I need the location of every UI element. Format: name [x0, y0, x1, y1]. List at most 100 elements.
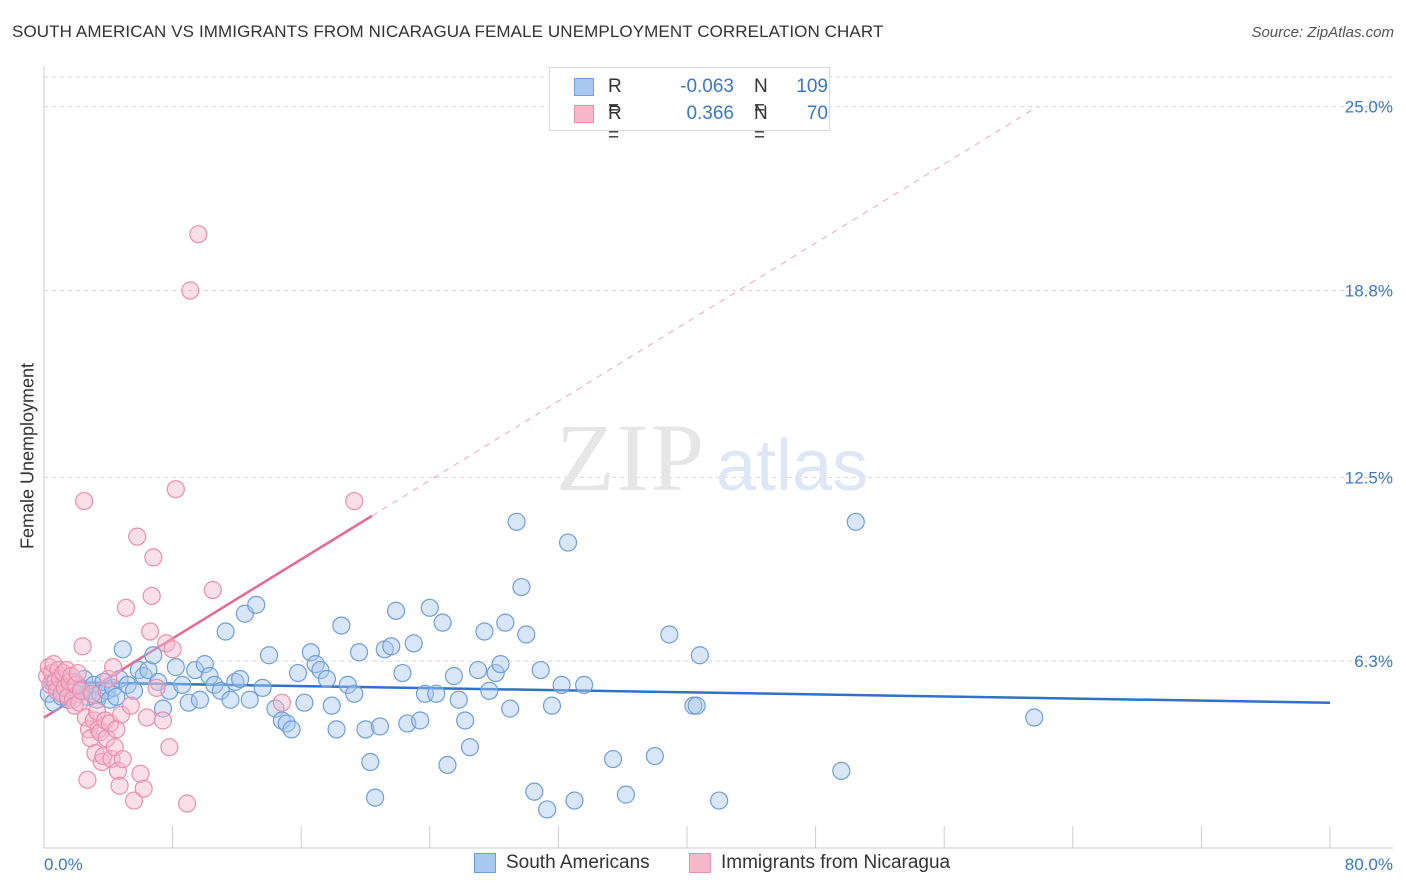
south-american-point: [645, 746, 664, 766]
nicaragua-point: [116, 598, 136, 617]
nicaragua-point: [128, 527, 147, 546]
legend-label: Immigrants from Nicaragua: [721, 852, 951, 873]
south-american-trend-line: [43, 680, 1331, 704]
south-american-point: [317, 669, 337, 689]
nicaragua-point: [134, 779, 153, 798]
south-american-point: [690, 646, 709, 665]
south-american-point: [338, 675, 357, 695]
south-american-point: [190, 690, 210, 709]
nicaragua-point: [73, 637, 92, 656]
south-american-point: [404, 634, 423, 653]
south-american-point: [253, 678, 272, 697]
chart-source: Source: ZipAtlas.com: [1251, 24, 1394, 41]
nicaragua-point: [181, 281, 200, 300]
legend-swatch-blue: [574, 78, 594, 96]
n-value: 70: [806, 103, 828, 124]
south-american-point: [603, 749, 623, 769]
south-american-point: [1025, 708, 1044, 727]
nicaragua-point: [78, 770, 97, 789]
south-american-point: [456, 711, 475, 730]
south-american-point: [277, 714, 296, 733]
n-label: N =: [754, 76, 768, 119]
watermark-zip: ZIP: [556, 404, 706, 511]
nicaragua-point: [147, 678, 166, 697]
axes: [43, 66, 1393, 849]
south-american-point: [411, 711, 430, 730]
legend-swatch-pink: [574, 105, 594, 123]
south-american-point: [460, 738, 480, 757]
south-american-point: [301, 643, 320, 662]
south-american-point: [507, 512, 526, 531]
south-american-point: [361, 752, 380, 772]
south-american-point: [366, 788, 385, 807]
south-american-point: [322, 696, 341, 715]
nicaragua-point: [160, 738, 179, 757]
south-american-point: [531, 660, 550, 680]
south-american-point: [393, 663, 412, 683]
y-tick-label: 25.0%: [1345, 98, 1393, 117]
nicaragua-point: [272, 693, 292, 712]
nicaragua-point: [345, 491, 364, 511]
south-american-point: [542, 696, 562, 715]
south-american-point: [226, 672, 245, 692]
nicaragua-point: [166, 480, 185, 499]
nicaragua-point: [71, 681, 91, 700]
south-american-point: [216, 622, 235, 641]
south-american-point: [427, 684, 446, 703]
nicaragua-point: [121, 696, 140, 715]
legend-swatch-pink: [689, 853, 711, 873]
south-american-point: [247, 595, 266, 614]
south-american-point: [221, 690, 240, 709]
nicaragua-point: [144, 548, 163, 567]
south-american-point: [480, 681, 499, 700]
south-american-point: [311, 660, 330, 680]
south-american-point: [552, 675, 571, 695]
south-american-point: [616, 785, 636, 804]
south-american-point: [846, 512, 865, 531]
south-american-point: [288, 663, 308, 683]
south-american-point: [231, 669, 250, 689]
south-american-point: [195, 655, 214, 674]
south-american-point: [558, 533, 578, 552]
nicaragua-trend-extension: [371, 106, 1038, 517]
nicaragua-point: [104, 658, 123, 677]
south-american-point: [129, 660, 148, 680]
south-american-point: [525, 782, 544, 801]
south-american-point: [282, 720, 301, 739]
south-american-point: [517, 625, 536, 644]
south-american-point: [113, 640, 132, 659]
south-american-point: [382, 637, 401, 656]
nicaragua-point: [131, 764, 150, 783]
south-american-point: [575, 675, 594, 695]
y-tick-label: 18.8%: [1345, 282, 1393, 301]
south-american-point: [420, 598, 439, 617]
south-american-point: [370, 717, 390, 736]
legend-swatch-blue: [474, 853, 496, 873]
south-american-point: [438, 755, 457, 775]
south-american-point: [356, 720, 375, 739]
legend-label: South Americans: [506, 852, 650, 873]
south-american-point: [491, 655, 510, 674]
r-label: R =: [608, 76, 622, 119]
y-tick-label: 12.5%: [1345, 468, 1393, 487]
south-american-point: [449, 690, 468, 709]
nicaragua-point: [140, 622, 160, 641]
south-american-point: [107, 687, 126, 706]
nicaragua-point: [124, 791, 144, 810]
r-value: 0.366: [686, 103, 734, 124]
south-american-point: [660, 625, 679, 644]
n-label: N =: [754, 103, 768, 146]
south-american-point: [433, 613, 452, 632]
nicaragua-point: [99, 669, 118, 689]
south-american-point: [240, 690, 259, 709]
nicaragua-point: [113, 749, 132, 769]
nicaragua-point: [68, 663, 87, 683]
nicaragua-point: [137, 708, 156, 727]
south-american-point: [832, 761, 851, 781]
nicaragua-point: [177, 794, 197, 813]
nicaragua-point: [57, 660, 76, 680]
south-american-point: [710, 791, 729, 810]
south-american-point: [486, 663, 505, 683]
south-american-point: [345, 684, 364, 703]
